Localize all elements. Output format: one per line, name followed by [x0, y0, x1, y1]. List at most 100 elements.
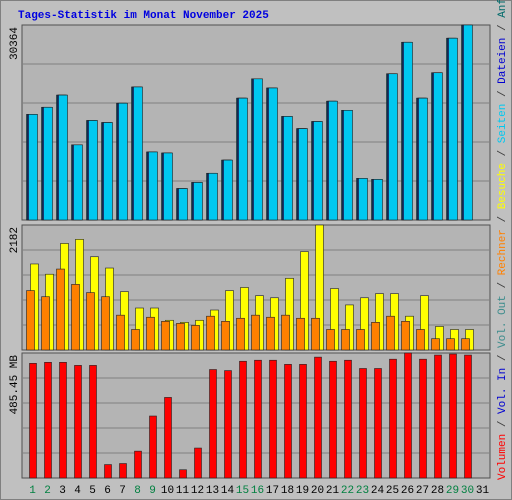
- bar: [73, 144, 83, 221]
- bar: [266, 316, 275, 351]
- bar: [298, 128, 308, 221]
- bar: [86, 292, 95, 351]
- bar: [374, 368, 382, 479]
- bar: [418, 97, 428, 221]
- bar: [358, 178, 368, 221]
- bar: [431, 338, 440, 351]
- x-tick-label: 18: [281, 485, 294, 497]
- bar: [56, 268, 65, 351]
- bar: [341, 329, 350, 351]
- bar: [283, 116, 293, 221]
- bar: [193, 182, 203, 221]
- bar: [284, 364, 292, 479]
- x-tick-label: 11: [176, 485, 190, 497]
- x-tick-label: 28: [431, 485, 444, 497]
- bar: [329, 360, 337, 479]
- x-tick-label: 22: [341, 485, 354, 497]
- x-tick-label: 21: [326, 485, 340, 497]
- bar: [373, 179, 383, 221]
- bar: [419, 358, 427, 479]
- bar: [344, 359, 352, 479]
- legend-separator: /: [497, 84, 509, 104]
- bar: [134, 450, 142, 479]
- bar: [176, 323, 185, 351]
- bar: [131, 329, 140, 351]
- bar: [206, 315, 215, 351]
- bar: [163, 152, 173, 221]
- x-tick-label: 14: [221, 485, 235, 497]
- bar: [311, 317, 320, 351]
- legend-entry: Vol. In: [497, 368, 509, 414]
- bar: [461, 338, 470, 351]
- x-tick-label: 6: [104, 485, 111, 497]
- bar: [224, 370, 232, 479]
- legend-separator: /: [497, 275, 509, 295]
- chart-title: Tages-Statistik im Monat November 2025: [18, 10, 269, 22]
- legend-separator: /: [497, 209, 509, 229]
- bar: [26, 290, 35, 351]
- legend-entry: Seiten: [497, 104, 509, 144]
- bar: [118, 102, 128, 221]
- bar: [133, 86, 143, 221]
- bar: [343, 110, 353, 221]
- legend-separator: /: [497, 348, 509, 368]
- x-tick-label: 12: [191, 485, 204, 497]
- bar: [313, 121, 323, 221]
- bar: [221, 320, 230, 351]
- bar: [388, 73, 398, 221]
- bar: [28, 114, 38, 221]
- bar: [101, 296, 110, 351]
- bar: [88, 120, 98, 221]
- bar: [434, 354, 442, 479]
- bar: [359, 368, 367, 479]
- bar: [179, 469, 187, 479]
- bar: [403, 41, 413, 221]
- legend-separator: /: [497, 18, 509, 38]
- bar: [449, 353, 457, 479]
- bar: [446, 338, 455, 351]
- y-tick-label: 30364: [9, 27, 21, 60]
- legend-entry: Volumen: [497, 434, 509, 480]
- bar: [299, 364, 307, 479]
- bar: [104, 464, 112, 479]
- bar: [164, 397, 172, 479]
- x-tick-label: 27: [416, 485, 429, 497]
- legend-entry: Rechner: [497, 229, 509, 275]
- bar: [238, 97, 248, 221]
- legend: Volumen / Vol. In / Vol. Out / Rechner /…: [497, 0, 509, 480]
- x-tick-label: 13: [206, 485, 219, 497]
- x-tick-label: 5: [89, 485, 96, 497]
- bar: [89, 365, 97, 479]
- bar: [74, 365, 82, 479]
- bar: [239, 360, 247, 479]
- x-tick-label: 17: [266, 485, 279, 497]
- bar: [71, 284, 80, 351]
- bar: [236, 317, 245, 351]
- bar: [281, 314, 290, 351]
- bar: [58, 94, 68, 221]
- bar: [328, 100, 338, 221]
- x-tick-label: 31: [476, 485, 490, 497]
- legend-entry: Besuche: [497, 163, 509, 209]
- bar: [253, 78, 263, 221]
- bar: [29, 363, 37, 479]
- bar: [103, 122, 113, 221]
- x-tick-label: 2: [44, 485, 51, 497]
- x-tick-label: 30: [461, 485, 474, 497]
- bar: [194, 447, 202, 479]
- bar: [178, 188, 188, 221]
- legend-separator: /: [497, 414, 509, 434]
- bar: [463, 24, 473, 221]
- x-tick-label: 1: [29, 485, 36, 497]
- bar: [148, 151, 158, 221]
- bar: [191, 325, 200, 351]
- bar: [43, 106, 53, 221]
- bar: [149, 415, 157, 479]
- bar: [433, 72, 443, 221]
- bar: [116, 314, 125, 351]
- x-tick-label: 10: [161, 485, 174, 497]
- x-tick-label: 9: [149, 485, 156, 497]
- x-tick-label: 15: [236, 485, 249, 497]
- bar: [448, 37, 458, 221]
- bar: [386, 315, 395, 351]
